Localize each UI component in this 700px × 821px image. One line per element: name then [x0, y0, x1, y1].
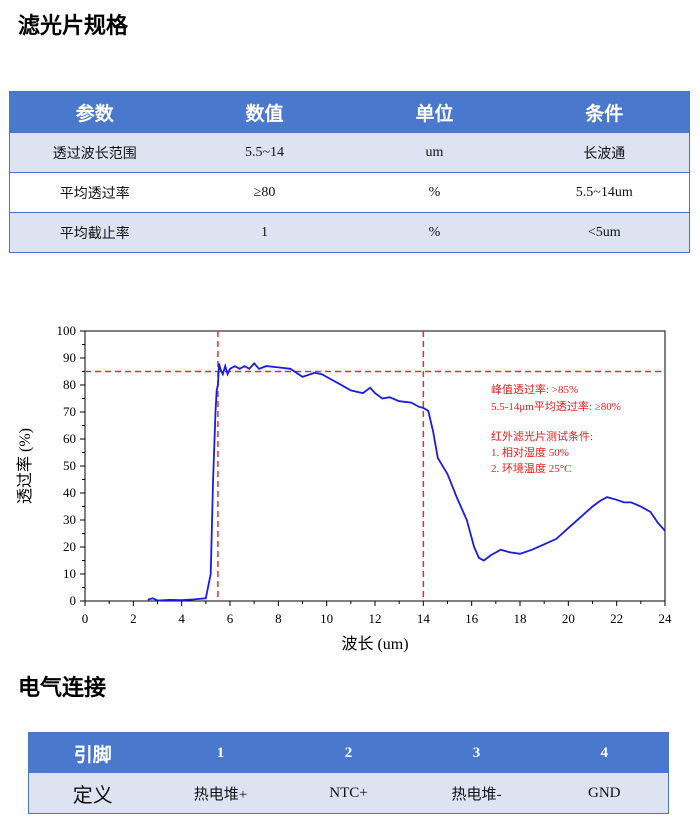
annotation-peak: 峰值透过率: >85%	[491, 382, 578, 396]
x-tick-label: 20	[562, 611, 575, 626]
x-tick-label: 4	[178, 611, 185, 626]
pin-number: 2	[284, 732, 413, 773]
header-param: 参数	[9, 91, 180, 133]
cell-unit: %	[349, 212, 520, 253]
x-tick-label: 22	[610, 611, 623, 626]
x-tick-label: 12	[369, 611, 382, 626]
x-tick-label: 10	[320, 611, 333, 626]
cell-condition: 5.5~14um	[519, 172, 690, 213]
pin-definition-table: 引脚 1 2 3 4 定义 热电堆+ NTC+ 热电堆- GND	[28, 732, 669, 814]
pin-header-label: 引脚	[28, 732, 157, 773]
x-tick-label: 18	[514, 611, 527, 626]
table-row: 平均截止率 1 % <5um	[9, 212, 690, 253]
cell-param: 平均透过率	[9, 172, 180, 213]
annotation-conditions-title: 红外滤光片测试条件:	[491, 429, 593, 443]
annotation-humidity: 1. 相对湿度 50%	[491, 445, 569, 459]
y-axis-label: 透过率 (%)	[16, 428, 34, 504]
x-tick-label: 2	[130, 611, 137, 626]
y-tick-label: 30	[63, 512, 76, 527]
pin-definition: GND	[540, 773, 669, 814]
annotation-temperature: 2. 环境温度 25°C	[491, 461, 572, 475]
y-tick-label: 90	[63, 350, 76, 365]
cell-condition: <5um	[519, 212, 690, 253]
cell-value: 5.5~14	[179, 132, 350, 173]
table-row: 透过波长范围 5.5~14 um 长波通	[9, 132, 690, 173]
x-tick-label: 24	[659, 611, 673, 626]
pin-number: 4	[540, 732, 669, 773]
cell-condition: 长波通	[519, 132, 690, 173]
y-tick-label: 20	[63, 539, 76, 554]
y-tick-label: 70	[63, 404, 76, 419]
x-tick-label: 14	[417, 611, 431, 626]
y-tick-label: 40	[63, 485, 76, 500]
pin-number: 1	[156, 732, 285, 773]
connection-section-title: 电气连接	[18, 676, 107, 701]
y-tick-label: 80	[63, 377, 76, 392]
x-tick-label: 0	[82, 611, 89, 626]
transmittance-chart: 0 2 4 6 8 10 12 14 16 18 20 22 240102030405060708090…	[16, 323, 673, 653]
x-axis-label: 波长 (um)	[341, 635, 408, 653]
pin-number: 3	[412, 732, 541, 773]
y-tick-label: 10	[63, 566, 76, 581]
header-condition: 条件	[519, 91, 690, 133]
x-tick-label: 6	[227, 611, 234, 626]
cell-value: 1	[179, 212, 350, 253]
cell-unit: %	[349, 172, 520, 213]
header-unit: 单位	[349, 91, 520, 133]
table-row: 平均透过率 ≥80 % 5.5~14um	[9, 172, 690, 213]
header-value: 数值	[179, 91, 350, 133]
pin-definition-row: 定义 热电堆+ NTC+ 热电堆- GND	[28, 773, 669, 814]
y-tick-label: 60	[63, 431, 76, 446]
y-tick-label: 100	[57, 323, 77, 338]
x-tick-label: 16	[465, 611, 479, 626]
pin-definition: 热电堆+	[156, 773, 285, 814]
cell-unit: um	[349, 132, 520, 173]
spec-section-title: 滤光片规格	[18, 14, 129, 39]
table-header-row: 参数 数值 单位 条件	[9, 91, 690, 133]
cell-param: 透过波长范围	[9, 132, 180, 173]
filter-spec-table: 参数 数值 单位 条件 透过波长范围 5.5~14 um 长波通 平均透过率 ≥…	[9, 91, 690, 253]
x-tick-label: 8	[275, 611, 282, 626]
y-tick-label: 50	[63, 458, 76, 473]
annotation-average: 5.5-14μm平均透过率: ≥80%	[491, 399, 621, 413]
pin-definition: 热电堆-	[412, 773, 541, 814]
pin-header-row: 引脚 1 2 3 4	[28, 732, 669, 773]
cell-value: ≥80	[179, 172, 350, 213]
cell-param: 平均截止率	[9, 212, 180, 253]
y-tick-label: 0	[70, 593, 77, 608]
pin-definition: NTC+	[284, 773, 413, 814]
series-line	[147, 362, 666, 602]
definition-label: 定义	[28, 773, 157, 814]
